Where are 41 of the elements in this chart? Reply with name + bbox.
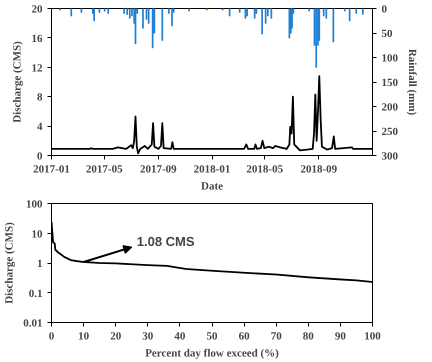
x-tick-label: 2018-09 (300, 164, 338, 176)
y-tick-label: 20 (32, 4, 43, 16)
y-tick-label: 0.01 (23, 318, 42, 330)
y-axis-title: Discharge (CMS) (3, 222, 16, 304)
annotation: 1.08 CMS (136, 234, 195, 250)
x-tick-label: 30 (142, 330, 154, 342)
y-tick-label: 4 (37, 121, 43, 134)
y2-tick-label: 250 (382, 126, 398, 138)
y2-tick-label: 300 (382, 150, 398, 162)
x-tick-label: 90 (334, 330, 346, 342)
y-tick-label: 10 (32, 228, 43, 240)
x-tick-label: 60 (238, 330, 250, 342)
x-tick-label: 2018-05 (246, 164, 284, 176)
x-tick-label: 0 (48, 330, 55, 342)
x-tick-label: 2017-05 (86, 164, 124, 176)
y-tick-label: 12 (32, 62, 43, 74)
y2-tick-label: 50 (382, 28, 393, 40)
y-axis-title: Discharge (CMS) (12, 40, 24, 123)
x-tick-label: 2017-01 (33, 164, 70, 176)
x-tick-label: 20 (110, 330, 122, 342)
x-axis-title: Date (201, 180, 224, 192)
y-tick-label: 1 (37, 258, 42, 270)
x-tick-label: 2017-09 (140, 164, 178, 176)
x-tick-label: 100 (364, 330, 382, 342)
y2-tick-label: 150 (382, 77, 398, 89)
y2-tick-label: 200 (382, 102, 398, 114)
x-tick-label: 2018-01 (194, 164, 230, 176)
y2-tick-label: 0 (382, 4, 388, 16)
y-tick-label: 100 (26, 198, 43, 210)
y2-tick-label: 100 (382, 52, 398, 64)
x-tick-label: 80 (302, 330, 314, 342)
x-tick-label: 40 (174, 330, 186, 342)
x-tick-label: 10 (78, 330, 90, 342)
y2-axis-title: Rainfall (mm) (406, 48, 418, 116)
y-tick-label: 0 (37, 150, 43, 162)
y-tick-label: 16 (32, 32, 43, 45)
y-tick-label: 0.1 (28, 288, 42, 300)
x-tick-label: 50 (206, 330, 218, 342)
x-axis-title: Percent day flow exceed (%) (145, 348, 280, 360)
y-tick-label: 8 (37, 92, 43, 104)
x-tick-label: 70 (270, 330, 282, 342)
